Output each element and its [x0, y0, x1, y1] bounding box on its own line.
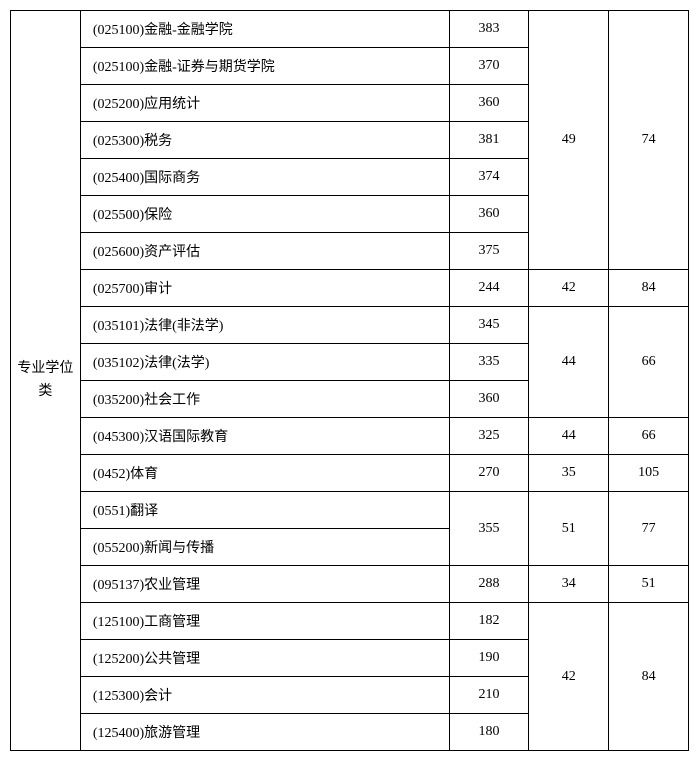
score-value: 244	[449, 270, 529, 307]
score-value: 190	[449, 640, 529, 677]
major-name: (025100)金融-证券与期货学院	[80, 48, 449, 85]
major-name: (025500)保险	[80, 196, 449, 233]
score-value: 360	[449, 196, 529, 233]
score-value: 370	[449, 48, 529, 85]
group-col5: 84	[609, 603, 689, 751]
group-col4: 44	[529, 418, 609, 455]
major-name: (125400)旅游管理	[80, 714, 449, 751]
score-value: 360	[449, 381, 529, 418]
group-col5: 77	[609, 492, 689, 566]
table-row: (025700)审计 244 42 84	[11, 270, 689, 307]
category-cell: 专业学位类	[11, 11, 81, 751]
group-col5: 51	[609, 566, 689, 603]
major-name: (035200)社会工作	[80, 381, 449, 418]
group-col4: 51	[529, 492, 609, 566]
group-col4: 44	[529, 307, 609, 418]
group-col4: 49	[529, 11, 609, 270]
score-value: 288	[449, 566, 529, 603]
score-value: 270	[449, 455, 529, 492]
major-name: (055200)新闻与传播	[80, 529, 449, 566]
group-col5: 66	[609, 418, 689, 455]
major-name: (025100)金融-金融学院	[80, 11, 449, 48]
table-row: (095137)农业管理 288 34 51	[11, 566, 689, 603]
score-value: 180	[449, 714, 529, 751]
major-name: (125300)会计	[80, 677, 449, 714]
score-value: 374	[449, 159, 529, 196]
major-name: (025300)税务	[80, 122, 449, 159]
table-row: (0452)体育 270 35 105	[11, 455, 689, 492]
group-col5: 66	[609, 307, 689, 418]
major-name: (095137)农业管理	[80, 566, 449, 603]
score-value: 335	[449, 344, 529, 381]
major-name: (025400)国际商务	[80, 159, 449, 196]
score-value: 381	[449, 122, 529, 159]
major-name: (025700)审计	[80, 270, 449, 307]
group-col4: 42	[529, 270, 609, 307]
group-col4: 34	[529, 566, 609, 603]
major-name: (035101)法律(非法学)	[80, 307, 449, 344]
score-value: 182	[449, 603, 529, 640]
group-col5: 74	[609, 11, 689, 270]
score-value: 345	[449, 307, 529, 344]
group-col4: 42	[529, 603, 609, 751]
table-row: (125100)工商管理 182 42 84	[11, 603, 689, 640]
major-name: (035102)法律(法学)	[80, 344, 449, 381]
table-row: (045300)汉语国际教育 325 44 66	[11, 418, 689, 455]
major-name: (025600)资产评估	[80, 233, 449, 270]
group-col4: 35	[529, 455, 609, 492]
score-value: 210	[449, 677, 529, 714]
score-value: 360	[449, 85, 529, 122]
score-value: 383	[449, 11, 529, 48]
major-name: (0452)体育	[80, 455, 449, 492]
group-col5: 105	[609, 455, 689, 492]
major-name: (045300)汉语国际教育	[80, 418, 449, 455]
major-name: (125200)公共管理	[80, 640, 449, 677]
group-col5: 84	[609, 270, 689, 307]
score-table: 专业学位类 (025100)金融-金融学院 383 49 74 (025100)…	[10, 10, 689, 751]
table-row: (0551)翻译 355 51 77	[11, 492, 689, 529]
major-name: (125100)工商管理	[80, 603, 449, 640]
major-name: (025200)应用统计	[80, 85, 449, 122]
major-name: (0551)翻译	[80, 492, 449, 529]
table-row: (035101)法律(非法学) 345 44 66	[11, 307, 689, 344]
score-value: 325	[449, 418, 529, 455]
score-value: 355	[449, 492, 529, 566]
score-value: 375	[449, 233, 529, 270]
table-row: 专业学位类 (025100)金融-金融学院 383 49 74	[11, 11, 689, 48]
